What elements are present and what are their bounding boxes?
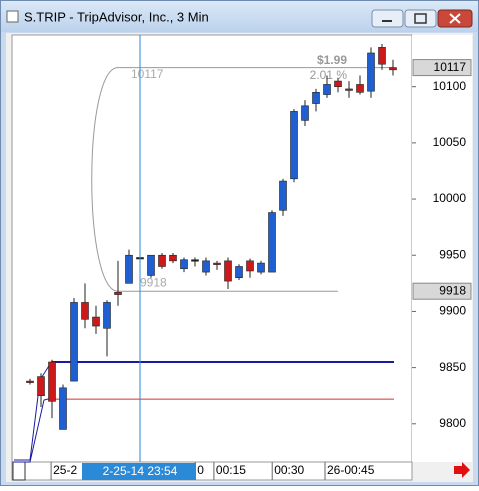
y-tick-label: 9950 xyxy=(439,247,466,261)
y-tick-label: 10050 xyxy=(433,135,467,149)
measure-change: $1.99 xyxy=(317,53,347,67)
candle-body xyxy=(312,92,320,104)
candle-body xyxy=(202,260,210,273)
measure-to-label: 10117 xyxy=(131,67,164,81)
y-tick-label: 9900 xyxy=(439,304,466,318)
x-tick-label: 00:15 xyxy=(216,463,246,477)
y-tick-label: 10000 xyxy=(433,191,467,205)
candle-body xyxy=(356,84,364,93)
candle-body xyxy=(92,316,100,327)
candle-body xyxy=(37,376,45,397)
candle-body xyxy=(114,292,122,295)
price-marker-box xyxy=(412,59,472,77)
candle-body xyxy=(59,387,67,430)
candle-body xyxy=(301,105,309,121)
candle-body xyxy=(103,302,111,329)
candle-body xyxy=(147,254,155,276)
price-marker-label: 10117 xyxy=(434,60,467,74)
candle-body xyxy=(48,361,56,402)
minimize-button[interactable] xyxy=(371,9,404,28)
maximize-icon xyxy=(414,13,427,24)
candle-body xyxy=(158,254,166,267)
candle-body xyxy=(290,111,298,180)
price-marker-box xyxy=(412,282,472,300)
window-title: S.TRIP - TripAdvisor, Inc., 3 Min xyxy=(24,9,209,24)
y-tick-label: 9800 xyxy=(439,416,466,430)
scroll-arrow[interactable] xyxy=(454,462,470,478)
start-lines xyxy=(14,360,53,463)
measure-from-label: 9918 xyxy=(140,275,167,289)
price-marker-label: 9918 xyxy=(439,283,466,297)
plot-area xyxy=(11,34,413,463)
candle-body xyxy=(268,212,276,273)
candle-body xyxy=(70,302,78,382)
candle-body xyxy=(235,266,243,279)
candle-body xyxy=(246,260,254,272)
measure-percent: 2.01 % xyxy=(310,68,348,82)
x-tick-label: 25-2 xyxy=(53,463,77,477)
price-axis xyxy=(412,35,472,462)
candle-body xyxy=(345,88,353,91)
maximize-button[interactable] xyxy=(404,9,437,28)
candle-body xyxy=(367,52,375,92)
scroll-box[interactable] xyxy=(12,461,26,481)
candle-body xyxy=(224,260,232,282)
candle-body xyxy=(26,380,34,383)
candle-body xyxy=(169,254,177,262)
candle-body xyxy=(334,80,342,87)
x-tick-label: 00:30 xyxy=(274,463,304,477)
candle-body xyxy=(323,84,331,95)
close-icon xyxy=(449,13,461,24)
y-tick-label: 10100 xyxy=(433,79,467,93)
candle-body xyxy=(81,302,89,320)
candle-body xyxy=(279,180,287,211)
candle-body xyxy=(213,262,221,265)
candle-body xyxy=(125,254,133,284)
crosshair-label-box xyxy=(82,463,196,480)
candle-body xyxy=(378,47,386,65)
app-icon xyxy=(6,10,19,23)
x-tick-label: 0 xyxy=(197,463,204,477)
crosshair-label: 2-25-14 23:54 xyxy=(103,464,178,478)
x-tick-label: 26-00:45 xyxy=(327,463,375,477)
candle-body xyxy=(191,259,199,262)
y-tick-label: 9850 xyxy=(439,360,466,374)
candle-body xyxy=(257,262,265,273)
candle-body xyxy=(180,259,188,270)
measure-curve xyxy=(91,67,119,292)
candle-body xyxy=(389,67,397,71)
